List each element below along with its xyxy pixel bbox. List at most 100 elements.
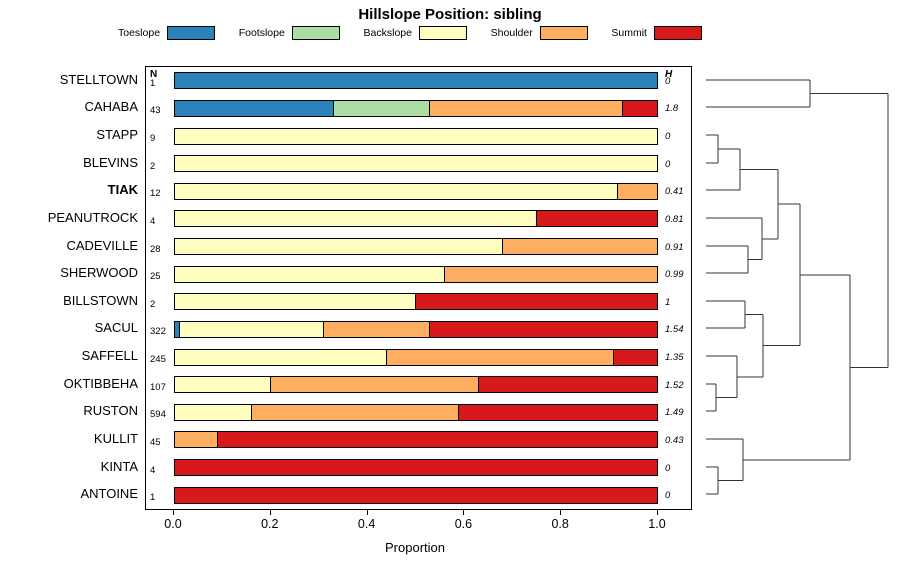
- legend-swatch: [291, 26, 340, 40]
- h-value: 1: [665, 296, 671, 308]
- bar-segment-backslope: [175, 266, 445, 282]
- bar-segment-summit: [430, 321, 657, 337]
- h-value: 0: [665, 462, 671, 474]
- bar-segment-summit: [416, 294, 657, 310]
- bar-segment-summit: [175, 460, 657, 476]
- x-tick-label: 0.2: [261, 517, 279, 531]
- n-value: 9: [150, 133, 156, 145]
- bar-segment-footslope: [334, 100, 431, 116]
- bar-segment-shoulder: [387, 349, 614, 365]
- h-value: 1.52: [665, 379, 684, 391]
- bar-row: [174, 486, 658, 504]
- x-tick-label: 0.6: [454, 517, 473, 531]
- bar-segment-backslope: [175, 349, 388, 365]
- bar-segment-toeslope: [175, 73, 657, 89]
- row-label: ANTOINE: [80, 486, 138, 502]
- n-value: 45: [150, 436, 161, 448]
- bar-segment-backslope: [175, 377, 272, 393]
- bar-row: [174, 99, 658, 117]
- bar-row: [174, 376, 658, 394]
- row-label: PEANUTROCK: [47, 209, 138, 225]
- bar-row: [174, 210, 658, 228]
- h-value: 0.81: [665, 213, 684, 225]
- legend-label: Shoulder: [490, 27, 533, 39]
- bar-row: [174, 320, 658, 338]
- bar-row: [174, 127, 658, 145]
- row-label: TIAK: [107, 182, 138, 198]
- row-label: CAHABA: [84, 99, 138, 115]
- bar-row: [174, 403, 658, 421]
- legend-item: Footslope: [239, 26, 340, 40]
- bar-segment-shoulder: [444, 266, 657, 282]
- n-value: 594: [150, 409, 166, 421]
- legend-label: Backslope: [363, 27, 412, 39]
- bar-segment-summit: [459, 404, 657, 420]
- n-value: 4: [150, 464, 156, 476]
- bar-segment-toeslope: [175, 321, 180, 337]
- bar-segment-backslope: [175, 404, 253, 420]
- n-value: 2: [150, 160, 156, 172]
- bar-segment-backslope: [175, 294, 416, 310]
- row-label: SACUL: [94, 320, 138, 336]
- row-label: OKTIBBEHA: [63, 375, 138, 391]
- n-value: 107: [150, 381, 166, 393]
- x-tick-label: 0.0: [164, 517, 182, 531]
- chart-title: Hillslope Position: sibling: [358, 6, 542, 23]
- legend-label: Footslope: [238, 27, 285, 39]
- x-tick-mark: [173, 509, 174, 515]
- h-value: 0.43: [665, 434, 684, 446]
- x-tick-mark: [269, 509, 271, 515]
- bar-row: [174, 72, 658, 90]
- h-value: 0: [665, 158, 671, 170]
- bar-row: [174, 155, 658, 173]
- bar-segment-backslope: [175, 211, 537, 227]
- row-label: STAPP: [96, 127, 138, 143]
- n-value: 322: [150, 326, 166, 338]
- legend-swatch: [653, 26, 702, 40]
- row-label: STELLTOWN: [59, 71, 138, 87]
- legend-swatch: [167, 26, 216, 40]
- h-value: 0: [665, 75, 671, 87]
- x-tick-mark: [366, 509, 368, 515]
- legend-item: Backslope: [364, 26, 467, 40]
- h-value: 1.49: [665, 407, 684, 419]
- legend-item: Shoulder: [491, 26, 588, 40]
- x-tick-label: 0.4: [357, 517, 376, 531]
- legend-label: Toeslope: [118, 27, 161, 39]
- n-column-header: N: [150, 69, 158, 80]
- row-label: CADEVILLE: [66, 237, 138, 253]
- x-tick-label: 1.0: [648, 517, 666, 531]
- row-label: BLEVINS: [83, 154, 138, 170]
- h-value: 1.54: [665, 324, 684, 336]
- bar-row: [174, 238, 658, 256]
- row-label: BILLSTOWN: [63, 292, 138, 308]
- h-value: 0: [665, 490, 671, 502]
- n-value: 12: [150, 188, 161, 200]
- n-value: 4: [150, 215, 156, 227]
- bar-segment-shoulder: [175, 432, 219, 448]
- h-column-header: H: [665, 69, 673, 80]
- h-value: 0.41: [665, 186, 684, 198]
- bar-segment-backslope: [175, 128, 657, 144]
- dendrogram: [706, 79, 889, 495]
- bar-row: [174, 431, 658, 449]
- bar-segment-summit: [613, 349, 657, 365]
- bar-segment-shoulder: [502, 239, 657, 255]
- n-value: 43: [150, 105, 161, 117]
- h-value: 0.99: [665, 269, 684, 281]
- h-value: 1.8: [665, 103, 679, 115]
- bar-segment-backslope: [175, 156, 657, 172]
- n-value: 1: [150, 77, 156, 89]
- bar-segment-backslope: [175, 239, 503, 255]
- bar-segment-summit: [536, 211, 657, 227]
- bar-row: [174, 459, 658, 477]
- bar-segment-backslope: [179, 321, 325, 337]
- bar-row: [174, 265, 658, 283]
- n-value: 28: [150, 243, 161, 255]
- n-value: 1: [150, 492, 156, 504]
- h-value: 0.91: [665, 241, 684, 253]
- bar-row: [174, 293, 658, 311]
- bar-segment-backslope: [175, 183, 619, 199]
- bar-segment-shoulder: [324, 321, 431, 337]
